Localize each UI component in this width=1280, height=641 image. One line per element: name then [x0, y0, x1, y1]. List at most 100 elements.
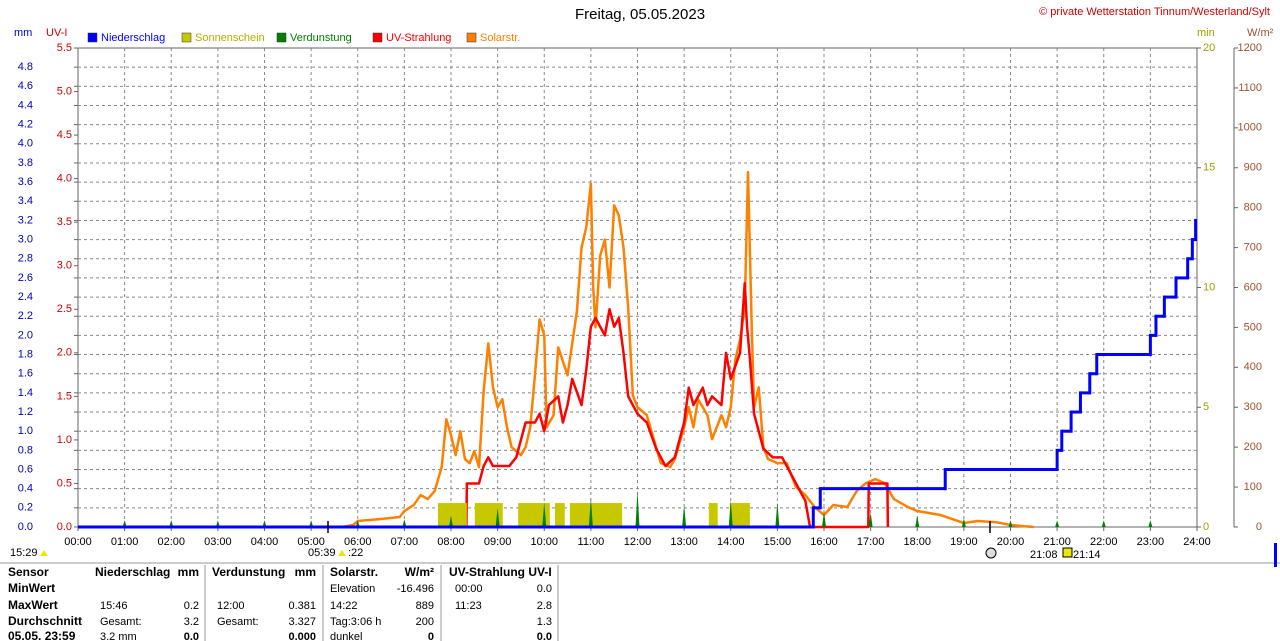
x-tick-label: 20:00 [997, 536, 1025, 548]
table-header: UV-Strahlung UV-I [449, 565, 552, 579]
evaporation-spike [402, 519, 407, 527]
table-cell: 1.3 [537, 616, 552, 628]
y2-axis-label: UV-I [46, 27, 67, 39]
x-tick-label: 22:00 [1090, 536, 1118, 548]
y-tick-label: 2.0 [18, 329, 33, 341]
legend-swatch [181, 32, 192, 43]
table-cell: -16.496 [397, 583, 434, 595]
sunshine-bar [474, 503, 503, 527]
y4-tick-label: 800 [1244, 202, 1262, 214]
y4-tick-label: 1000 [1238, 122, 1262, 134]
table-row-label: 05.05. 23:59 [8, 629, 76, 641]
table-header: Verdunstung [212, 565, 285, 579]
y-tick-label: 3.2 [18, 214, 33, 226]
time-annotation: 21:08 [1030, 549, 1058, 561]
y2-tick-label: 1.0 [57, 434, 72, 446]
x-tick-label: 11:00 [578, 536, 605, 548]
y2-tick-label: 2.0 [57, 347, 72, 359]
time-annotation: :22 [348, 547, 363, 559]
x-tick-label: 24:00 [1183, 536, 1211, 548]
x-tick-label: 12:00 [624, 536, 652, 548]
y-tick-label: 2.8 [18, 253, 33, 265]
sunshine-bar [554, 503, 565, 527]
table-header: mm [295, 565, 316, 579]
x-tick-label: 00:00 [64, 536, 92, 548]
sunshine-bar [518, 503, 550, 527]
sun-marker [338, 550, 346, 556]
table-cell: Tag:3:06 h [330, 616, 381, 628]
y3-axis-label: min [1197, 27, 1215, 39]
y-axis-label: mm [14, 27, 32, 39]
sunshine-bar [569, 503, 623, 527]
table-cell: Gesamt: [217, 616, 259, 628]
y-tick-label: 1.2 [18, 406, 33, 418]
evaporation-spike [122, 520, 127, 527]
y4-tick-label: 1100 [1238, 82, 1262, 94]
plot-frame [77, 47, 1198, 528]
y2-tick-label: 5.5 [57, 42, 72, 54]
y2-tick-label: 3.0 [57, 260, 72, 272]
evaporation-spike [495, 507, 500, 527]
legend-swatch [372, 32, 383, 43]
evaporation-spike [1055, 520, 1060, 527]
y-tick-label: 4.0 [18, 138, 33, 150]
table-header: W/m² [405, 565, 434, 579]
y-tick-label: 2.6 [18, 272, 33, 284]
y3-tick-label: 10 [1203, 281, 1215, 293]
evaporation-spike [682, 504, 687, 527]
evaporation-spike [1101, 520, 1106, 527]
table-header: Sensor [8, 565, 49, 579]
y-tick-label: 1.6 [18, 368, 33, 380]
table-cell: 12:00 [217, 600, 245, 612]
table-cell: 3.2 mm [100, 631, 137, 641]
y2-tick-label: 0.0 [57, 521, 72, 533]
moon-marker [985, 547, 997, 559]
y4-tick-label: 700 [1244, 241, 1262, 253]
y4-tick-label: 600 [1244, 281, 1262, 293]
x-tick-label: 10:00 [530, 536, 558, 548]
x-tick-label: 14:00 [717, 536, 745, 548]
y3-tick-label: 0 [1203, 521, 1209, 533]
y-tick-label: 3.8 [18, 157, 33, 169]
x-tick-label: 05:00 [297, 536, 325, 548]
table-cell: 0.000 [288, 631, 316, 641]
table-cell: Gesamt: [100, 616, 142, 628]
scroll-marker [1274, 543, 1277, 567]
legend-label: Niederschlag [101, 32, 165, 44]
evaporation-spike [775, 502, 780, 527]
x-tick-label: 16:00 [810, 536, 838, 548]
y4-tick-label: 400 [1244, 361, 1262, 373]
table-cell: 889 [416, 600, 434, 612]
table-cell: 0.0 [537, 583, 552, 595]
legend-swatch [466, 32, 477, 43]
table-header: mm [178, 565, 199, 579]
chart-subtitle: © private Wetterstation Tinnum/Westerlan… [1039, 6, 1270, 18]
y4-tick-label: 0 [1256, 521, 1262, 533]
y-tick-label: 0.6 [18, 463, 33, 475]
x-tick-label: 18:00 [903, 536, 931, 548]
y4-tick-label: 1200 [1238, 42, 1262, 54]
table-cell: 14:22 [330, 600, 358, 612]
legend-label: Solarstr. [480, 32, 520, 44]
y2-tick-label: 1.5 [57, 390, 72, 402]
table-cell: 0.381 [288, 600, 316, 612]
table-cell: 2.8 [537, 600, 552, 612]
evaporation-spike [822, 511, 826, 527]
evaporation-spike [868, 512, 873, 527]
x-tick-label: 15:00 [764, 536, 792, 548]
evaporation-spike [588, 497, 593, 527]
table-cell: 0.2 [184, 600, 199, 612]
y4-tick-label: 100 [1244, 481, 1262, 493]
time-annotation: 15:29 [10, 547, 38, 559]
table-cell: Elevation [330, 583, 375, 595]
series-line [342, 170, 1034, 529]
time-annotation: 21:14 [1073, 549, 1101, 561]
y2-tick-label: 4.0 [57, 173, 72, 185]
table-cell: 3.2 [184, 616, 199, 628]
y2-tick-label: 0.5 [57, 477, 72, 489]
y-tick-label: 1.0 [18, 425, 33, 437]
legend-label: Sonnenschein [195, 32, 265, 44]
y-tick-label: 3.0 [18, 234, 33, 246]
x-tick-label: 04:00 [251, 536, 279, 548]
y-tick-label: 0.4 [18, 483, 33, 495]
